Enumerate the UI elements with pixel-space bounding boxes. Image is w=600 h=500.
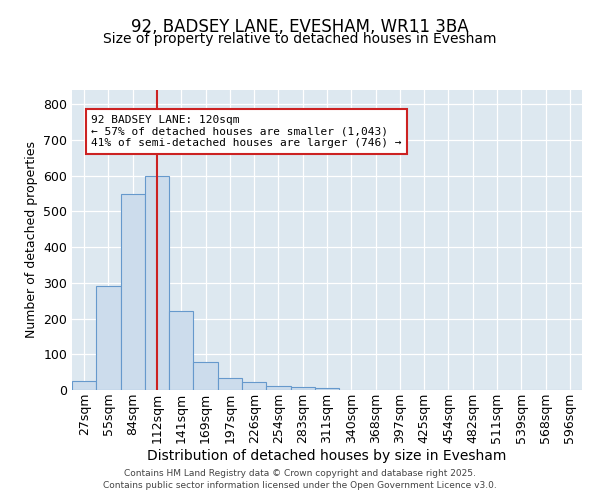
Bar xyxy=(315,388,339,390)
Bar xyxy=(290,387,315,390)
Text: Contains HM Land Registry data © Crown copyright and database right 2025.: Contains HM Land Registry data © Crown c… xyxy=(124,468,476,477)
Text: Size of property relative to detached houses in Evesham: Size of property relative to detached ho… xyxy=(103,32,497,46)
Y-axis label: Number of detached properties: Number of detached properties xyxy=(25,142,38,338)
Text: Contains public sector information licensed under the Open Government Licence v3: Contains public sector information licen… xyxy=(103,481,497,490)
X-axis label: Distribution of detached houses by size in Evesham: Distribution of detached houses by size … xyxy=(148,449,506,463)
Bar xyxy=(242,382,266,390)
Text: 92 BADSEY LANE: 120sqm
← 57% of detached houses are smaller (1,043)
41% of semi-: 92 BADSEY LANE: 120sqm ← 57% of detached… xyxy=(91,115,402,148)
Bar xyxy=(266,386,290,390)
Text: 92, BADSEY LANE, EVESHAM, WR11 3BA: 92, BADSEY LANE, EVESHAM, WR11 3BA xyxy=(131,18,469,36)
Bar xyxy=(218,378,242,390)
Bar xyxy=(96,286,121,390)
Bar xyxy=(121,194,145,390)
Bar xyxy=(169,310,193,390)
Bar xyxy=(72,381,96,390)
Bar xyxy=(145,176,169,390)
Bar xyxy=(193,362,218,390)
